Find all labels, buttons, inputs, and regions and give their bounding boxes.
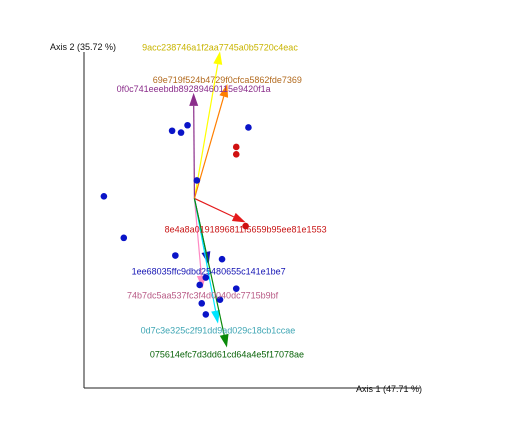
vector-label: 0d7c3e325c2f91dd9ad029c18cb1ccae [141, 326, 296, 336]
y-axis-title: Axis 2 (35.72 %) [50, 42, 116, 52]
vector-arrowhead [189, 92, 199, 106]
sample-point [242, 222, 249, 230]
vector-arrowhead [219, 333, 229, 348]
loading-vectors [189, 51, 246, 348]
vector-arrowhead [219, 84, 229, 98]
vector-arrowhead [231, 212, 246, 223]
sample-point [245, 124, 252, 131]
sample-point [216, 296, 224, 303]
vector-line [194, 197, 235, 218]
vector-label: 0f0c741eeebdb89289460115e9420f1a [117, 84, 271, 94]
sample-point [232, 285, 240, 292]
vector-label: 9acc238746a1f2aa7745a0b5720c4eac [142, 42, 298, 52]
vector-line [193, 198, 202, 276]
sample-point [232, 143, 240, 151]
vector-arrowhead [213, 51, 223, 65]
sample-point [184, 121, 191, 129]
sample-point [202, 311, 210, 318]
sample-point [193, 177, 201, 184]
sample-point [232, 151, 240, 158]
vector-label: 69e719f524b4729f0cfca5862fde7369 [153, 75, 302, 85]
x-axis-title: Axis 1 (47.71 %) [356, 384, 422, 394]
sample-points [100, 121, 252, 318]
sample-point [196, 281, 204, 289]
sample-point [120, 234, 128, 242]
vector-line [193, 105, 196, 199]
sample-point [168, 127, 176, 135]
vector-line [193, 63, 219, 199]
sample-point [218, 255, 226, 263]
vector-labels: 9acc238746a1f2aa7745a0b5720c4eac 0f0c741e… [117, 42, 327, 359]
vector-label: 1ee68035ffc9dbd25480655c141e1be7 [132, 267, 286, 277]
sample-point [198, 300, 206, 307]
vector-label: 8e4a8a0191896811f5659b95ee81e1553 [165, 224, 327, 234]
sample-point [172, 252, 179, 259]
vector-label: 74b7dc5aa537fc3f4d0040dc7715b9bf [127, 291, 279, 301]
sample-point [202, 274, 210, 281]
vector-label: 075614efc7d3dd61cd64a4e5f17078ae [150, 350, 304, 360]
sample-point [177, 129, 185, 136]
vector-line [193, 198, 225, 335]
sample-point [100, 192, 108, 200]
vector-arrowhead [211, 309, 220, 324]
